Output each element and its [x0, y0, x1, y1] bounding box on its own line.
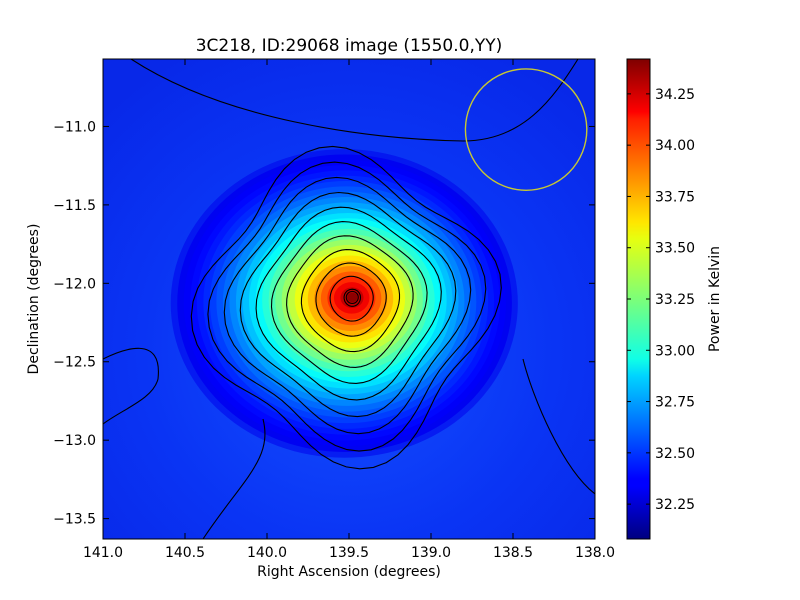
contour-line [329, 275, 374, 322]
peak-contour [345, 290, 359, 304]
y-axis-label: Declination (degrees) [26, 224, 42, 375]
colorbar-label: Power in Kelvin [707, 246, 723, 352]
colorbar: 32.25 32.50 32.75 33.00 33.25 33.50 33.75 34.00… [626, 58, 723, 540]
contour-line [103, 347, 159, 425]
contour-line [223, 176, 472, 435]
plot-area [102, 58, 596, 540]
heatmap-image [170, 149, 518, 458]
x-axis: 141.0 140.5 140.0 139.5 139.0 138.5 138.0 [83, 59, 615, 561]
contour-line [239, 191, 457, 418]
contour-line [130, 59, 579, 142]
contour-line [300, 249, 401, 353]
contour-line [202, 418, 266, 539]
colorbar-tick-label: 33.50 [655, 241, 695, 257]
colorbar-ticks: 32.25 32.50 32.75 33.00 33.25 33.50 33.75 34.00… [627, 87, 695, 513]
contour-line [522, 358, 595, 495]
colorbar-tick-label: 33.75 [655, 189, 695, 205]
x-tick-label: 139.5 [329, 545, 369, 561]
contour-line [207, 161, 487, 452]
colorbar-gradient [627, 59, 650, 539]
y-tick-label: −13.5 [53, 512, 96, 528]
colorbar-tick-label: 32.75 [655, 395, 695, 411]
y-tick-label: −13.0 [53, 433, 96, 449]
y-tick-label: −12.5 [53, 355, 96, 371]
y-tick-label: −12.0 [53, 276, 96, 292]
x-tick-label: 139.0 [411, 545, 451, 561]
colorbar-tick-label: 33.25 [655, 292, 695, 308]
colorbar-tick-label: 32.50 [655, 446, 695, 462]
x-tick-label: 141.0 [83, 545, 123, 561]
colorbar-tick-label: 34.25 [655, 87, 695, 103]
colorbar-tick-label: 34.00 [655, 138, 695, 154]
x-tick-label: 140.5 [165, 545, 205, 561]
contour-line [190, 145, 502, 470]
contour-line [315, 262, 387, 337]
y-tick-label: −11.5 [53, 198, 96, 214]
x-tick-label: 140.0 [247, 545, 287, 561]
x-axis-label: Right Ascension (degrees) [257, 564, 441, 580]
y-axis: −11.0 −11.5 −12.0 −12.5 −13.0 −13.5 [53, 119, 595, 528]
contour-line [255, 206, 442, 401]
x-tick-label: 138.0 [575, 545, 615, 561]
heatmap-level [346, 292, 358, 303]
x-tick-label: 138.5 [493, 545, 533, 561]
contour-line [270, 221, 428, 384]
contour-line [286, 235, 414, 368]
chart-title: 3C218, ID:29068 image (1550.0,YY) [196, 36, 503, 56]
contour-line [343, 288, 362, 307]
colorbar-tick-label: 32.25 [655, 497, 695, 513]
colorbar-tick-label: 33.00 [655, 343, 695, 359]
beam-circle [464, 68, 588, 191]
y-tick-label: −11.0 [53, 119, 96, 135]
contour-lines [103, 59, 595, 539]
